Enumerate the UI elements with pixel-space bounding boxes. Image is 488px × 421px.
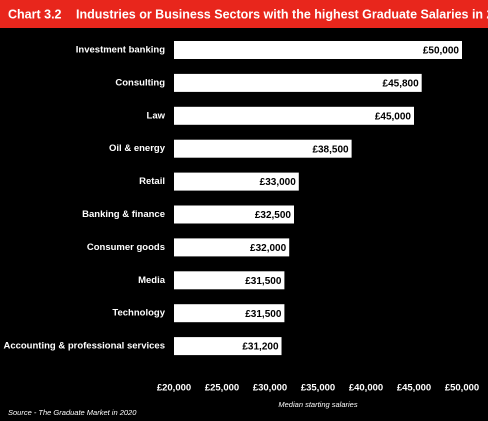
bar: [174, 304, 285, 323]
bar: [174, 139, 352, 158]
category-label: Law: [147, 110, 166, 121]
value-label: £38,500: [312, 144, 349, 155]
bar: [174, 106, 414, 125]
category-label: Accounting & professional services: [3, 341, 165, 352]
bar: [174, 172, 299, 191]
category-label: Retail: [139, 176, 165, 187]
category-label: Media: [138, 275, 166, 286]
bar: [174, 73, 422, 92]
category-label: Consumer goods: [87, 242, 165, 253]
chart-label: Chart 3.2: [8, 7, 62, 21]
value-label: £45,800: [383, 79, 420, 90]
value-label: £32,000: [250, 243, 287, 254]
header-band: [0, 0, 488, 28]
bar: [174, 238, 290, 257]
x-tick-label: £25,000: [205, 383, 239, 394]
value-label: £33,000: [260, 177, 297, 188]
value-label: £45,000: [375, 111, 412, 122]
category-label: Banking & finance: [82, 209, 165, 220]
source: Source - The Graduate Market in 2020: [8, 408, 137, 417]
category-label: Consulting: [115, 77, 165, 88]
value-label: £31,500: [245, 309, 282, 320]
x-tick-label: £50,000: [445, 383, 479, 394]
category-label: Oil & energy: [109, 143, 166, 154]
value-label: £31,200: [242, 342, 279, 353]
bar: [174, 337, 282, 356]
value-label: £32,500: [255, 210, 292, 221]
x-tick-label: £45,000: [397, 383, 431, 394]
x-tick-label: £35,000: [301, 383, 335, 394]
bar: [174, 271, 285, 290]
value-label: £50,000: [423, 46, 460, 57]
bar: [174, 41, 462, 59]
category-label: Investment banking: [76, 45, 165, 56]
x-tick-label: £30,000: [253, 383, 287, 394]
category-label: Technology: [112, 308, 165, 319]
chart-title: Industries or Business Sectors with the …: [76, 7, 488, 21]
x-tick-label: £20,000: [157, 383, 191, 394]
x-tick-label: £40,000: [349, 383, 383, 394]
value-label: £31,500: [245, 276, 282, 287]
x-axis-label: Median starting salaries: [278, 400, 357, 409]
bar: [174, 205, 294, 224]
